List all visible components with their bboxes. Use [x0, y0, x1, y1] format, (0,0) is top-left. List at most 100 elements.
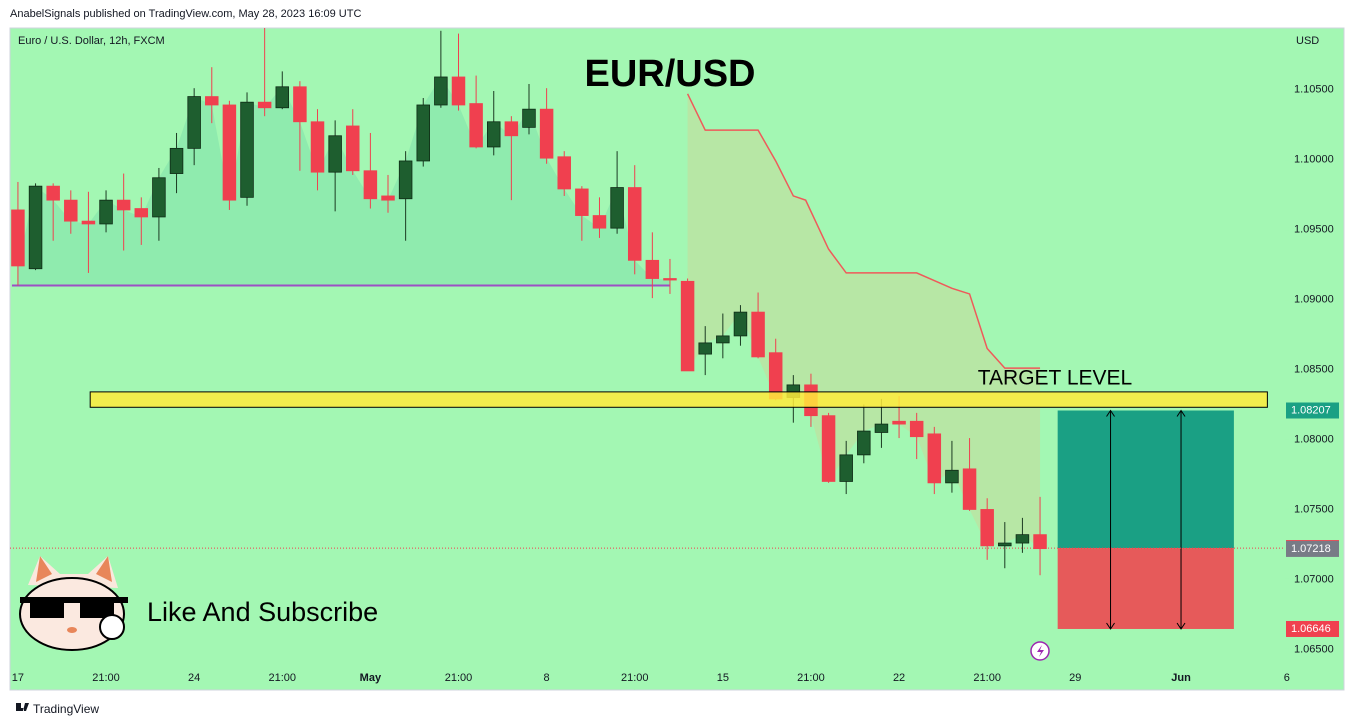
y-tick-label: 1.07000	[1294, 573, 1334, 585]
stop-tag	[1286, 620, 1339, 637]
y-tick-label: 1.08500	[1294, 363, 1334, 375]
candle-body	[11, 209, 25, 267]
trail-line	[686, 93, 1041, 369]
target-label: 1.08207	[1291, 404, 1331, 416]
candle-body	[99, 199, 113, 225]
chart-title: EUR/USD	[584, 53, 755, 95]
candle-body	[998, 542, 1012, 547]
left-area	[17, 76, 670, 286]
candle-body	[751, 311, 765, 358]
x-tick-label: 17	[12, 672, 24, 684]
candle-body	[522, 108, 536, 128]
loss-zone	[1057, 548, 1234, 629]
right-area	[687, 93, 1041, 549]
target-label: TARGET LEVEL	[978, 366, 1132, 389]
x-tick-label: 8	[544, 672, 550, 684]
x-tick-label: 21:00	[797, 672, 825, 684]
candle-body	[592, 215, 607, 229]
candle-body	[486, 121, 501, 148]
x-tick-label: 21:00	[973, 672, 1001, 684]
stop-label: 1.06646	[1291, 623, 1331, 635]
candle-body	[927, 433, 942, 484]
candle-body	[1033, 534, 1047, 550]
candle-body	[205, 96, 219, 106]
symbol-legend: Euro / U.S. Dollar, 12h, FXCM	[18, 35, 165, 47]
x-tick-label: 21:00	[445, 672, 473, 684]
y-tick-label: 1.09500	[1294, 223, 1334, 235]
candle-body	[46, 185, 60, 201]
candle-body	[733, 311, 748, 337]
y-tick-label: 1.09000	[1294, 293, 1334, 305]
candle-body	[469, 103, 483, 148]
candle-body	[980, 509, 994, 547]
candle-body	[680, 280, 695, 372]
y-tick-label: 1.10000	[1294, 153, 1334, 165]
candle-body	[557, 156, 571, 190]
candle-body	[892, 420, 906, 425]
logo	[16, 703, 29, 711]
y-tick-label: 1.07500	[1294, 503, 1334, 515]
candle-body	[1015, 534, 1030, 544]
target-zone	[89, 391, 1268, 408]
candle-body	[434, 76, 448, 106]
y-tick-label: 1.06500	[1294, 643, 1334, 655]
candle-body	[169, 147, 184, 174]
candle-body	[945, 469, 959, 484]
lightning-icon[interactable]	[1030, 641, 1050, 661]
candle-body	[874, 423, 889, 433]
x-tick-label: 21:00	[621, 672, 649, 684]
candle-body	[962, 468, 977, 510]
candle-body	[645, 259, 660, 279]
candle-body	[275, 86, 290, 109]
arrow-head	[1106, 409, 1115, 630]
candle-body	[716, 335, 730, 344]
candle-body	[451, 76, 466, 106]
candle-body	[539, 108, 554, 159]
x-tick-label: May	[360, 672, 382, 684]
currency: USD	[1296, 35, 1319, 47]
x-tick-label: Jun	[1171, 672, 1191, 684]
footer: TradingView	[33, 702, 99, 716]
mascot	[19, 556, 128, 651]
candle-body	[416, 104, 430, 162]
candle-body	[504, 121, 519, 137]
candle-body	[222, 104, 237, 201]
y-tick-label: 1.08000	[1294, 433, 1334, 445]
candle-body	[116, 199, 131, 211]
candle-body	[81, 220, 96, 225]
candle-body	[328, 135, 342, 173]
y-tick-label: 1.10500	[1294, 83, 1334, 95]
candle-body	[909, 420, 924, 438]
candle-body	[346, 125, 360, 172]
x-tick-label: 21:00	[92, 672, 120, 684]
note: Like And Subscribe	[147, 597, 378, 627]
header: AnabelSignals published on TradingView.c…	[10, 8, 361, 20]
x-tick-label: 6	[1284, 672, 1290, 684]
x-tick-label: 24	[188, 672, 200, 684]
candle-body	[857, 430, 871, 456]
candle-body	[698, 342, 712, 355]
candle-body	[28, 185, 43, 270]
candle-body	[240, 101, 254, 198]
candle-body	[134, 208, 149, 218]
bid-tag	[1286, 540, 1339, 557]
x-tick-label: 21:00	[269, 672, 297, 684]
x-tick-label: 15	[717, 672, 729, 684]
candle-body	[187, 96, 201, 149]
candle-body	[821, 415, 836, 482]
candle-body	[610, 187, 624, 229]
candle-body	[310, 121, 325, 173]
x-tick-label: 22	[893, 672, 905, 684]
arrow-head	[1176, 409, 1186, 630]
candle-body	[663, 278, 677, 281]
bid-label: 1.07218	[1291, 543, 1331, 555]
x-tick-label: 29	[1069, 672, 1081, 684]
candle-body	[381, 195, 395, 201]
candle-body	[398, 160, 413, 200]
candle-body	[293, 86, 307, 123]
candle-body	[152, 177, 166, 218]
candle-body	[64, 199, 78, 222]
candle-body	[257, 101, 272, 109]
candle-body	[575, 188, 589, 216]
